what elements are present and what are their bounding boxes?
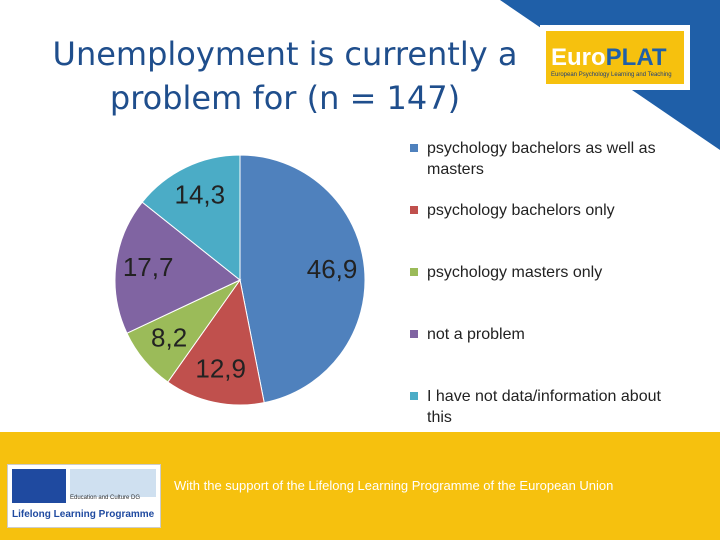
logo-part: Euro [551, 44, 606, 71]
legend-item: not a problem [410, 324, 677, 345]
legend-swatch [410, 330, 418, 338]
legend-label: not a problem [427, 326, 525, 343]
data-label: 46,9 [307, 254, 358, 284]
pie-slice [141, 154, 241, 282]
legend-item: psychology bachelors only [410, 200, 677, 221]
legend-label: psychology bachelors only [427, 202, 615, 219]
dg-emblem [70, 469, 156, 497]
pie-slice [167, 278, 265, 406]
logo-fill [546, 31, 684, 84]
pie-slice [239, 154, 366, 404]
legend-swatch [410, 392, 418, 400]
data-label: 12,9 [195, 353, 246, 383]
footer-text: With the support of the Lifelong Learnin… [174, 478, 614, 493]
data-label: 17,7 [123, 252, 174, 282]
dg-text: Education and Culture DG [70, 495, 141, 501]
programme-text: Lifelong Learning Programme [12, 509, 155, 520]
pie-slice [114, 201, 241, 334]
data-label: 14,3 [175, 180, 226, 210]
logo-subtitle: European Psychology Learning and Teachin… [551, 72, 672, 78]
legend-item: I have not data/information about this [410, 386, 677, 428]
legend-label: I have not data/information about this [427, 388, 661, 426]
chart: 46,9 12,9 8,2 17,7 14,3 [114, 154, 366, 406]
eu-flag [12, 469, 66, 503]
logo-text: EuroPLAT [551, 44, 667, 72]
legend-swatch [410, 206, 418, 214]
legend-label: psychology bachelors as well as masters [427, 140, 656, 178]
legend-swatch [410, 144, 418, 152]
logo-part: PLAT [605, 44, 667, 71]
legend-label: psychology masters only [427, 264, 603, 281]
chart-title: Unemployment is currently a problem for … [52, 35, 518, 117]
legend-swatch [410, 268, 418, 276]
data-label: 8,2 [151, 322, 187, 352]
legend-item: psychology masters only [410, 262, 677, 283]
footer: Education and Culture DG Lifelong Learni… [0, 432, 720, 540]
footer-logos: Education and Culture DG Lifelong Learni… [7, 464, 161, 528]
legend-item: psychology bachelors as well as masters [410, 138, 677, 180]
